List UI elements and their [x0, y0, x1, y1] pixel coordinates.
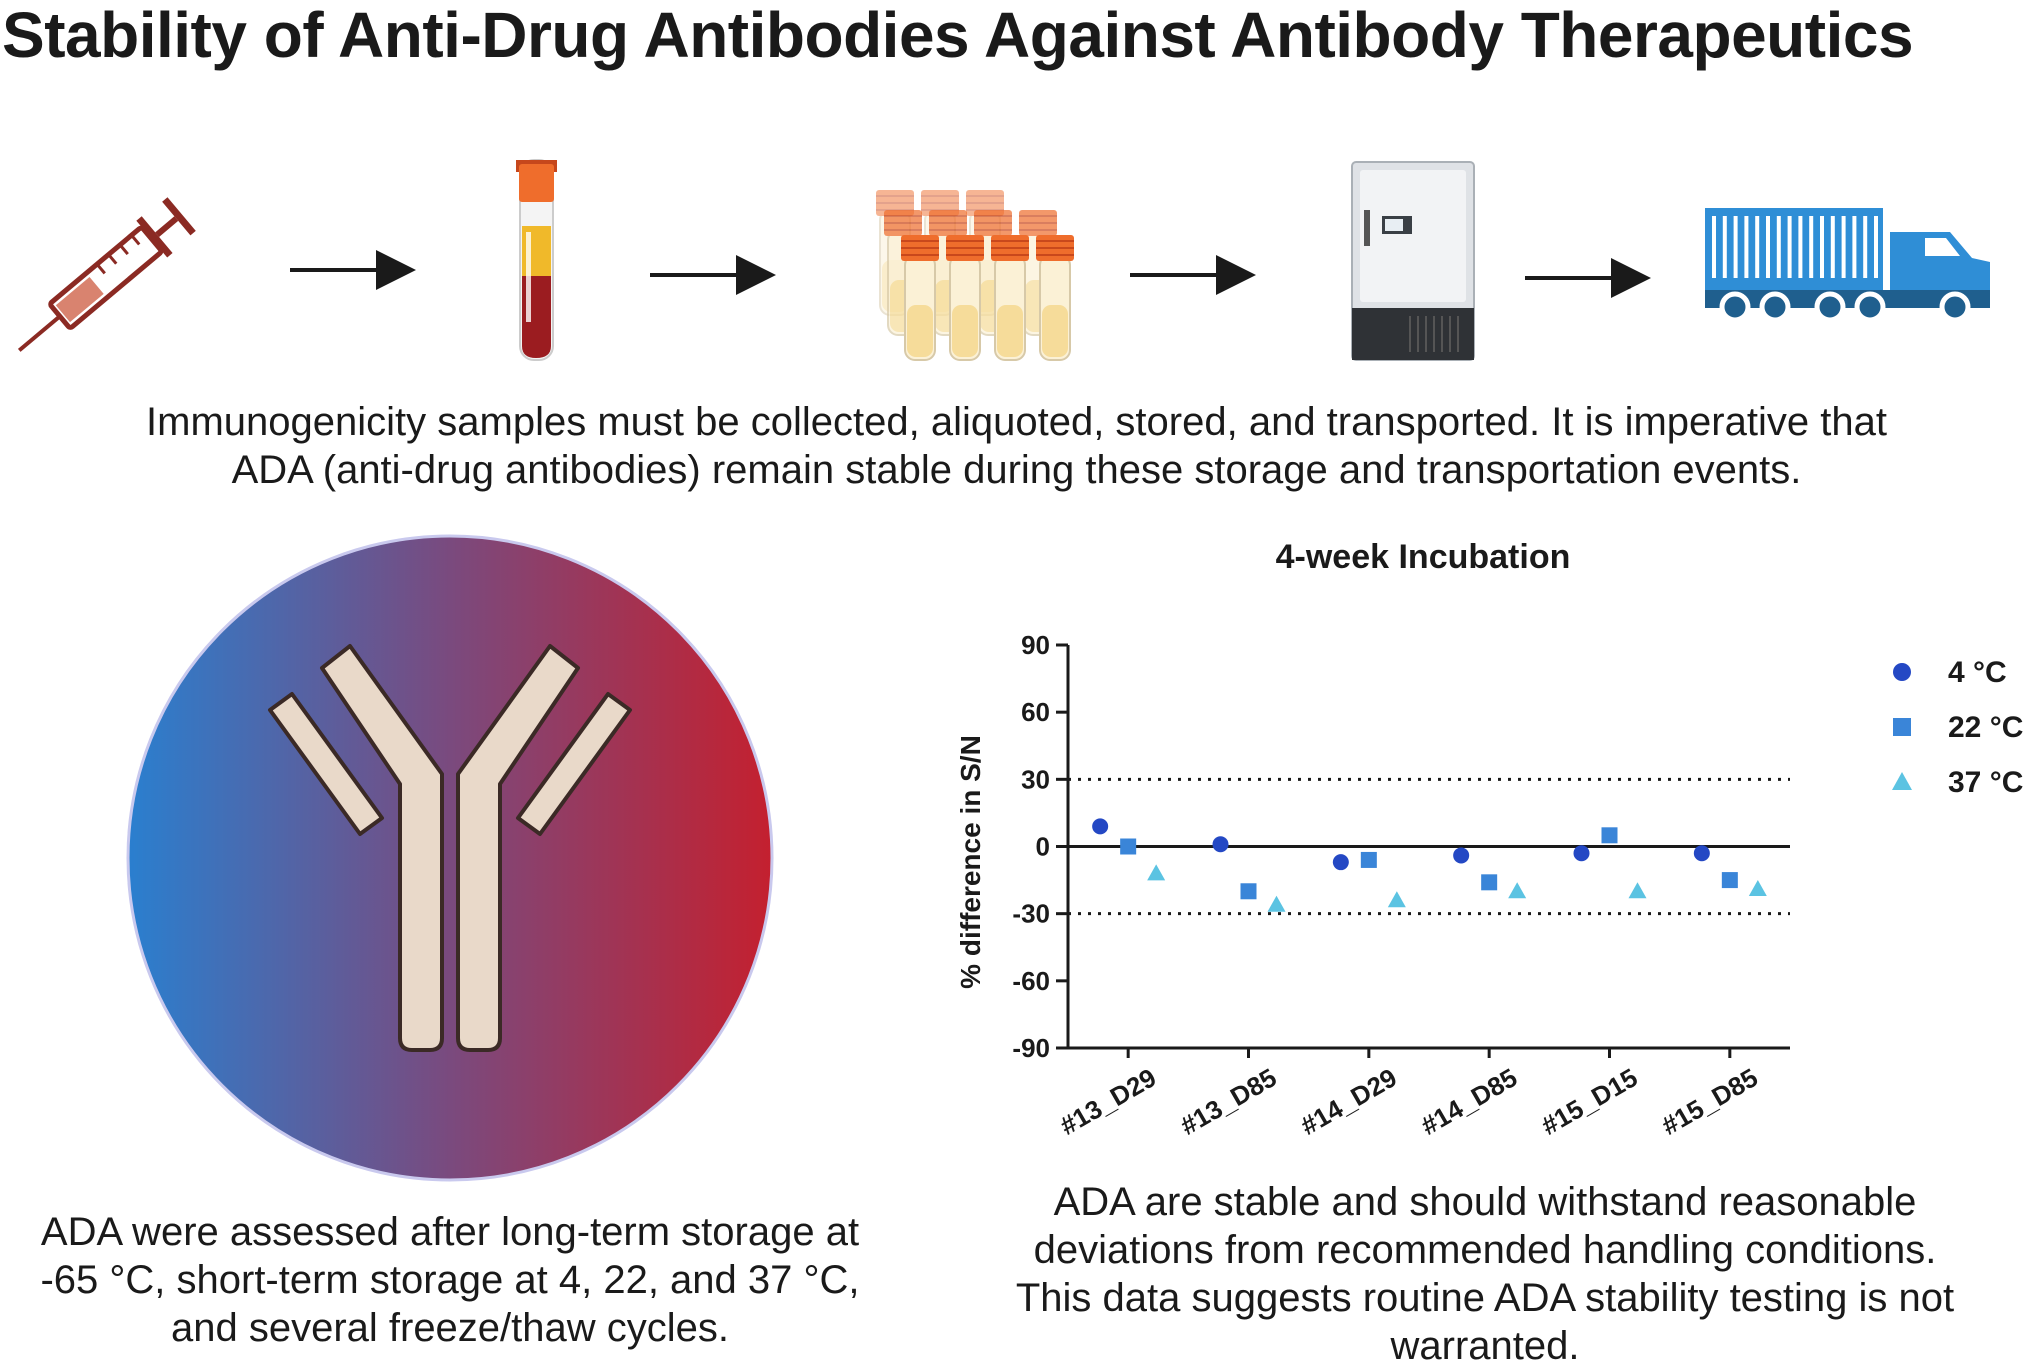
left-caption-line: and several freeze/thaw cycles. — [170, 1306, 730, 1350]
truck-slat — [1820, 216, 1824, 278]
y-tick-label: -30 — [1012, 899, 1050, 929]
x-tick-label: #14_D85 — [1416, 1062, 1522, 1141]
truck-icon — [1705, 208, 1990, 323]
y-tick-label: 30 — [1021, 764, 1050, 794]
truck-slat — [1798, 216, 1803, 278]
right-caption-line: ADA are stable and should withstand reas… — [1053, 1180, 1917, 1224]
truck-slat — [1722, 216, 1727, 278]
y-tick-label: 60 — [1021, 697, 1050, 727]
data-point-triangle — [1628, 882, 1647, 899]
right-caption-line: deviations from recommended handling con… — [1033, 1228, 1937, 1272]
x-tick-label: #15_D15 — [1536, 1062, 1642, 1141]
antibody-circle — [126, 534, 774, 1182]
chart-title: 4-week Incubation — [1276, 540, 1571, 576]
page-title: Stability of Anti-Drug Antibodies Agains… — [2, 0, 1914, 71]
legend-marker — [1892, 772, 1912, 790]
aliquot-tube — [901, 235, 939, 361]
left-caption: ADA were assessed after long-term storag… — [0, 1208, 900, 1352]
data-point-square — [1481, 874, 1498, 891]
x-tick-label: #14_D29 — [1295, 1062, 1401, 1141]
data-point-circle — [1332, 854, 1349, 871]
data-point-circle — [1453, 847, 1470, 864]
freezer-icon — [1351, 161, 1475, 361]
data-point-circle — [1573, 845, 1590, 862]
truck-slat — [1744, 216, 1749, 278]
truck-slat — [1841, 216, 1846, 278]
truck-slat — [1874, 216, 1878, 278]
data-point-triangle — [1508, 882, 1527, 899]
legend-marker — [1893, 663, 1911, 681]
scatter-chart: 4-week Incubation % difference in S/N 90… — [955, 540, 2023, 1141]
truck-slat — [1863, 216, 1868, 278]
left-caption-line: -65 °C, short-term storage at 4, 22, and… — [40, 1258, 860, 1302]
truck-slat — [1787, 216, 1792, 278]
right-caption-line: This data suggests routine ADA stability… — [1015, 1276, 1955, 1320]
truck-slat — [1852, 216, 1857, 278]
data-point-square — [1120, 838, 1137, 855]
right-caption-line: warranted. — [1390, 1324, 1580, 1368]
truck-slat — [1712, 216, 1716, 278]
data-point-square — [1240, 883, 1257, 900]
antibody-icon — [268, 644, 632, 1052]
x-tick-label: #13_D85 — [1175, 1062, 1281, 1141]
right-caption: ADA are stable and should withstand reas… — [955, 1178, 2015, 1370]
y-tick-label: 90 — [1021, 630, 1050, 660]
truck-slat — [1766, 216, 1770, 278]
blood-tube-icon — [516, 159, 557, 361]
workflow-caption-line: ADA (anti-drug antibodies) remain stable… — [231, 448, 1802, 492]
left-caption-line: ADA were assessed after long-term storag… — [40, 1210, 860, 1254]
workflow-caption: Immunogenicity samples must be collected… — [20, 398, 2013, 494]
truck-slat — [1755, 216, 1760, 278]
data-point-circle — [1693, 845, 1710, 862]
y-tick-label: 0 — [1036, 832, 1050, 862]
aliquot-tube — [1036, 235, 1074, 361]
legend-label: 37 °C — [1948, 766, 2023, 799]
truck-slat — [1830, 216, 1835, 278]
workflow-row — [17, 159, 1990, 361]
y-tick-label: -90 — [1012, 1033, 1050, 1063]
y-tick-label: -60 — [1012, 966, 1050, 996]
data-point-triangle — [1147, 864, 1166, 881]
aliquot-tube — [991, 235, 1029, 361]
truck-slat — [1809, 216, 1814, 278]
data-point-square — [1601, 827, 1618, 844]
data-point-square — [1360, 851, 1377, 868]
x-tick-label: #13_D29 — [1055, 1062, 1161, 1141]
data-point-circle — [1092, 818, 1109, 835]
data-point-triangle — [1387, 891, 1406, 908]
aliquot-tubes-icon — [876, 190, 1074, 361]
x-tick-label: #15_D85 — [1656, 1062, 1762, 1141]
legend-label: 22 °C — [1948, 711, 2023, 744]
data-point-triangle — [1748, 880, 1767, 897]
truck-slat — [1733, 216, 1738, 278]
legend-label: 4 °C — [1948, 656, 2007, 689]
workflow-caption-line: Immunogenicity samples must be collected… — [146, 400, 1887, 444]
syringe-icon — [17, 197, 196, 352]
truck-slat — [1776, 216, 1781, 278]
y-axis-label: % difference in S/N — [955, 735, 986, 989]
data-point-triangle — [1267, 895, 1286, 912]
data-point-square — [1721, 872, 1738, 889]
data-point-circle — [1212, 836, 1229, 853]
legend-marker — [1893, 718, 1911, 736]
aliquot-tube — [946, 235, 984, 361]
